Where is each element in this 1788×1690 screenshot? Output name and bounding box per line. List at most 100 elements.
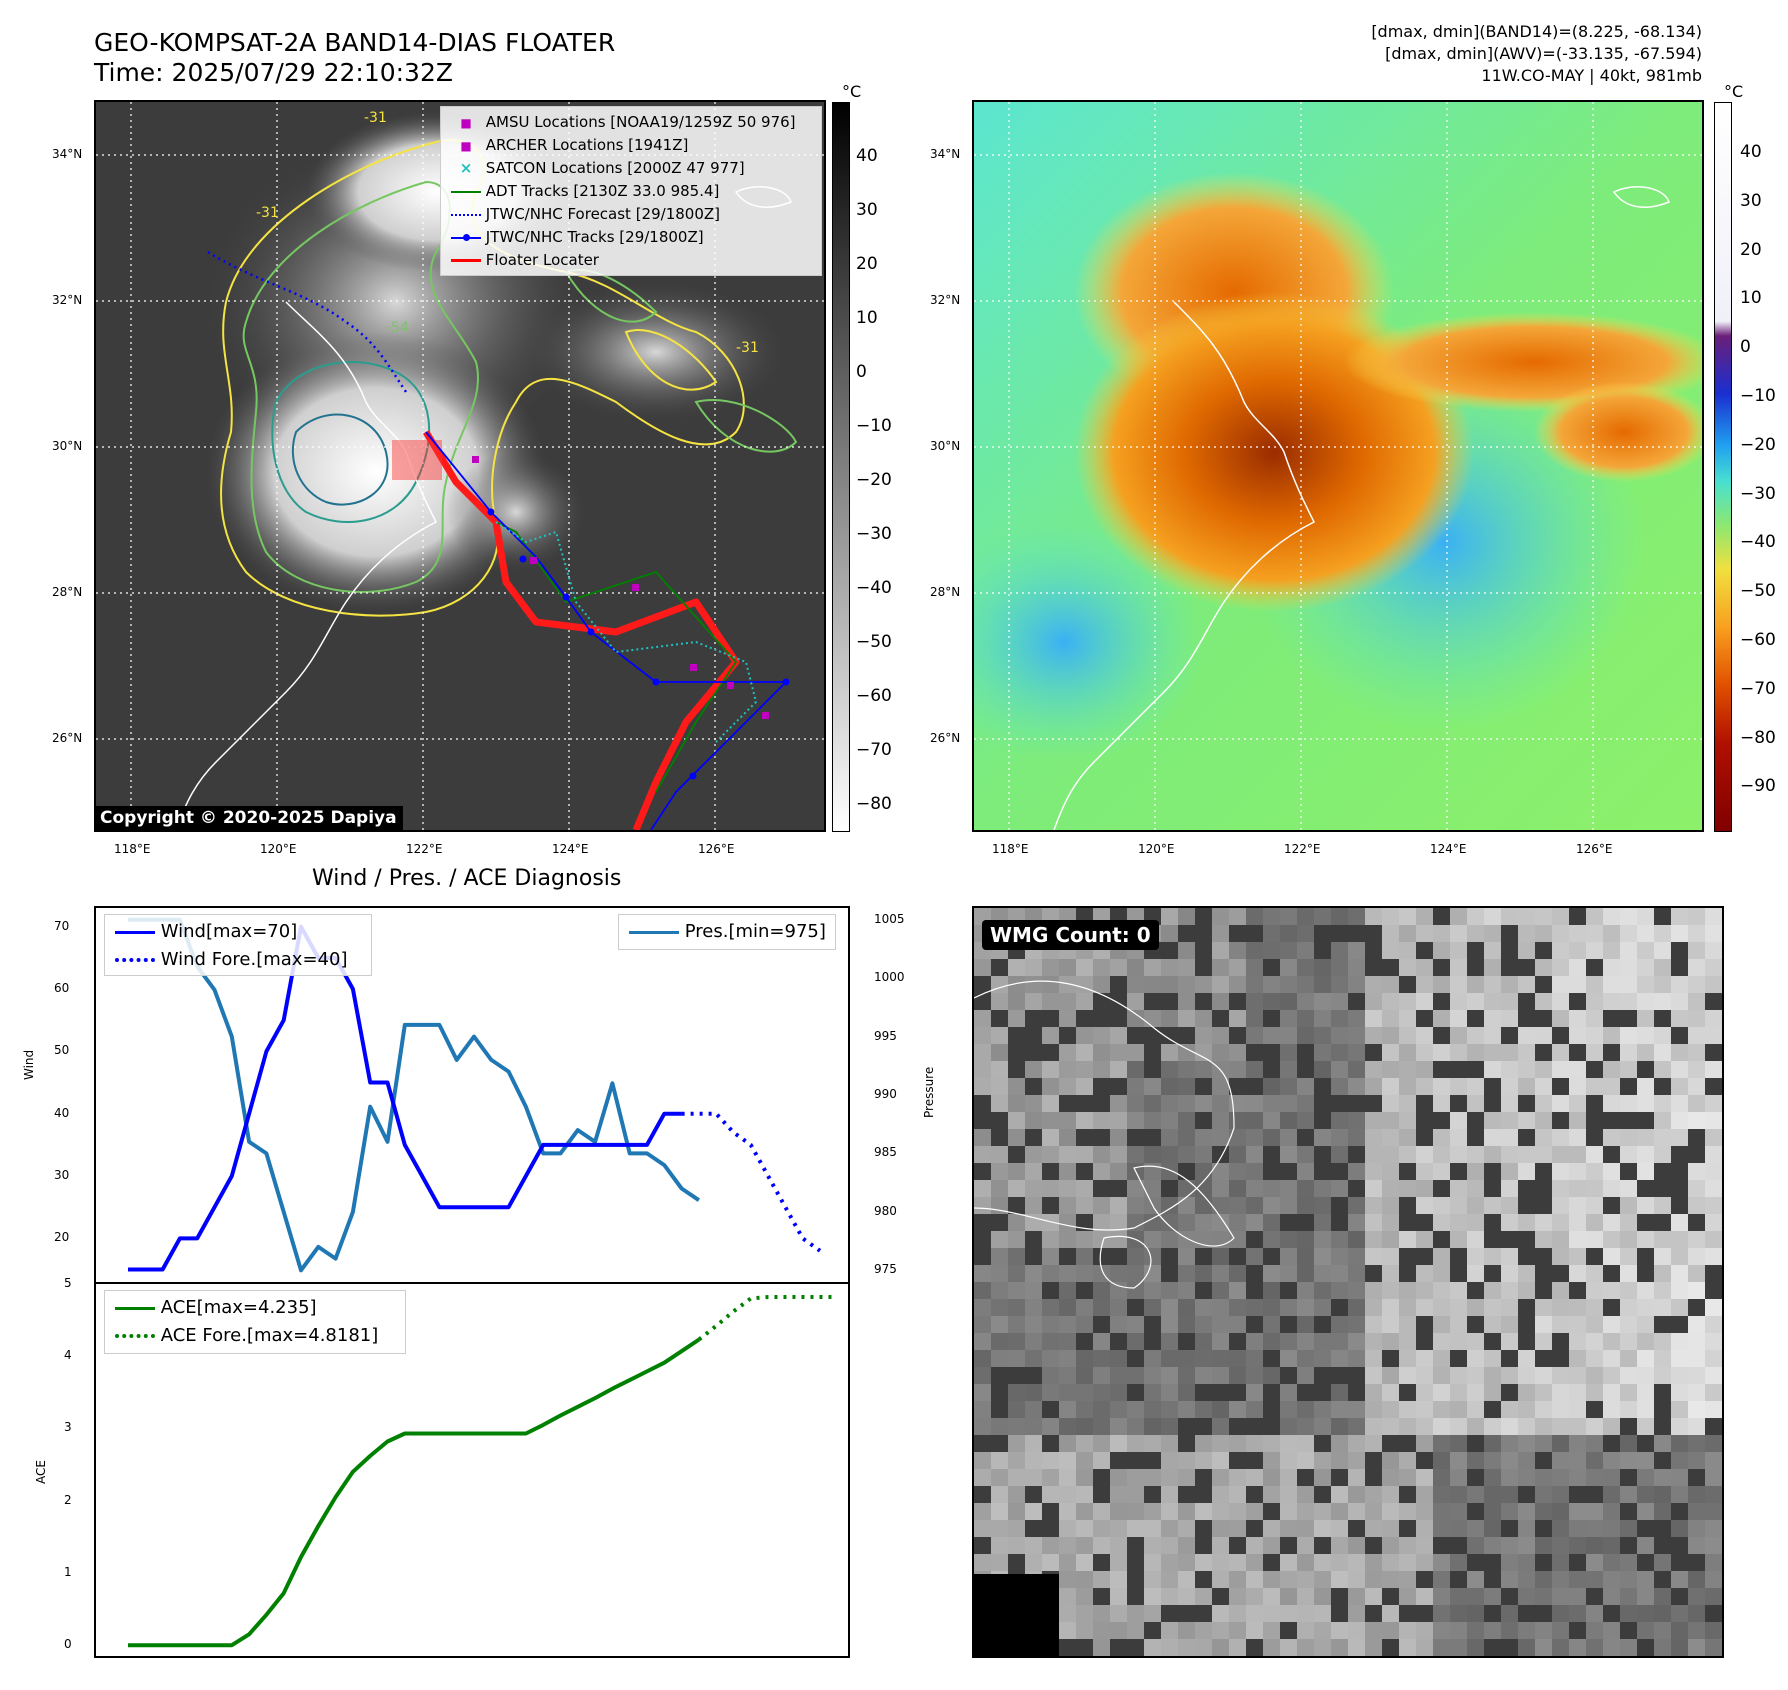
colorbar-tick-label: −80 [1740,727,1776,748]
legend-item: Pres.[min=975] [629,921,826,942]
lat-label: 32°N [52,293,83,307]
ir-colorbar-unit: °C [842,82,862,101]
line-marker-icon [451,259,481,262]
line-dot-marker-icon [451,233,481,241]
colorbar-tick-label: −50 [856,632,892,652]
legend-item: Floater Locater [451,251,599,269]
lon-label: 122°E [406,842,443,856]
pressure-legend: Pres.[min=975] [618,914,836,950]
colorbar-tick-label: −40 [1740,532,1776,553]
line-marker-icon [629,930,679,934]
axis-tick-label: 40 [54,1105,70,1120]
wv-satellite-image [974,102,1702,830]
ace-plot [94,1282,850,1658]
colorbar-tick-label: 40 [1740,142,1762,162]
legend-item: JTWC/NHC Forecast [29/1800Z] [451,205,720,223]
colorbar-tick-label: −20 [856,470,892,490]
colorbar-tick-label: −70 [1740,678,1776,699]
pressure-series-line [128,917,701,1273]
wv-satellite-panel [972,100,1704,832]
axis-tick-label: 4 [64,1348,72,1363]
colorbar-tick-label: −10 [856,416,892,436]
colorbar-tick-label: −10 [1740,386,1776,406]
colorbar-tick-label: 30 [1740,190,1762,211]
legend-item: JTWC/NHC Tracks [29/1800Z] [451,228,704,246]
lat-label: 28°N [930,585,961,599]
axis-tick-label: 50 [54,1043,70,1058]
lon-label: 124°E [552,842,589,856]
floater-box [392,440,442,480]
axis-tick-label: 985 [874,1145,897,1160]
wmg-count-label: WMG Count: 0 [982,920,1159,950]
lon-label: 118°E [992,842,1029,856]
contour-label: -31 [736,340,759,356]
lon-label: 126°E [1576,842,1613,856]
lon-label: 126°E [698,842,735,856]
colorbar-tick-label: −30 [1740,483,1776,504]
figure-title-line2: Time: 2025/07/29 22:10:32Z [94,58,453,87]
lat-label: 26°N [930,731,961,745]
colorbar-tick-label: −20 [1740,434,1776,455]
ace-svg [128,1295,838,1648]
colorbar-tick-label: 0 [1740,337,1751,358]
colorbar-tick-label: −60 [856,686,892,706]
lon-label: 120°E [1138,842,1175,856]
contour-label: -31 [364,110,387,126]
lon-label: 122°E [1284,842,1321,856]
lat-label: 26°N [52,731,83,745]
wind-forecast-line [681,1111,822,1253]
legend-item: Wind Fore.[max=40] [115,949,347,970]
contour-label: -31 [256,205,279,221]
wv-colorbar-unit: °C [1724,82,1744,101]
colorbar-tick-label: −30 [856,524,892,544]
colorbar-tick-label: 10 [856,308,878,328]
wind-pressure-svg [128,917,822,1273]
colorbar-tick-label: −80 [856,794,892,814]
dotted-line-icon [115,958,155,962]
header-right-line1: [dmax, dmin](BAND14)=(8.225, -68.134) [1371,22,1702,41]
dotted-line-icon [451,213,481,216]
ir-colorbar [832,102,850,832]
lat-label: 34°N [52,147,83,161]
figure-title-line1: GEO-KOMPSAT-2A BAND14-DIAS FLOATER [94,28,616,57]
lon-label: 120°E [260,842,297,856]
axis-tick-label: 980 [874,1203,897,1218]
lat-label: 30°N [930,439,961,453]
legend-item: × SATCON Locations [2000Z 47 977] [451,159,745,177]
legend-item: ADT Tracks [2130Z 33.0 985.4] [451,182,719,200]
dotted-line-icon [115,1334,155,1338]
wmg-panel [972,906,1724,1658]
wind-axis-label: Wind [22,1049,36,1080]
line-marker-icon [115,930,155,934]
diag-title: Wind / Pres. / ACE Diagnosis [312,866,622,891]
colorbar-tick-label: 20 [856,254,878,274]
axis-tick-label: 2 [64,1492,72,1507]
colorbar-tick-label: 40 [856,146,878,166]
line-marker-icon [451,190,481,193]
legend-item: ACE Fore.[max=4.8181] [115,1325,378,1346]
colorbar-tick-label: −60 [1740,630,1776,650]
axis-tick-label: 995 [874,1028,897,1043]
wmg-image [974,908,1722,1656]
axis-tick-label: 5 [64,1276,72,1290]
wv-colorbar [1714,102,1732,832]
axis-tick-label: 60 [54,981,70,996]
square-marker-icon: ■ [460,116,472,130]
colorbar-tick-label: −70 [856,740,892,760]
header-right-line2: [dmax, dmin](AWV)=(-33.135, -67.594) [1385,44,1702,63]
axis-tick-label: 70 [54,918,70,933]
colorbar-tick-label: 0 [856,362,867,382]
pressure-axis-label: Pressure [922,1066,936,1118]
colorbar-tick-label: 10 [1740,288,1762,309]
wind-series-line [128,924,682,1272]
axis-tick-label: 1 [64,1564,72,1579]
ace-series-line [128,1337,701,1648]
lat-label: 28°N [52,585,83,599]
colorbar-tick-label: −90 [1740,776,1776,797]
square-marker-icon: ■ [460,139,472,153]
lon-label: 118°E [114,842,151,856]
legend-item: ■ AMSU Locations [NOAA19/1259Z 50 976] [451,113,795,131]
axis-tick-label: 20 [54,1230,70,1245]
axis-tick-label: 3 [64,1420,72,1435]
lat-label: 30°N [52,439,83,453]
